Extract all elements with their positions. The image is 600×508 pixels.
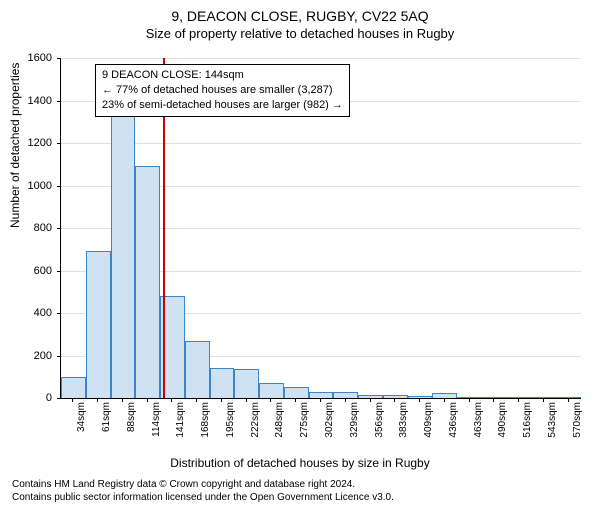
- xtick-label: 114sqm: [151, 402, 162, 437]
- xtick-label: 570sqm: [572, 402, 583, 438]
- xtick-label: 34sqm: [76, 402, 87, 432]
- histogram-bar: [234, 369, 259, 398]
- ytick-mark: [57, 271, 61, 272]
- ytick-label: 1600: [12, 52, 52, 64]
- xtick-mark: [419, 398, 420, 402]
- ytick-label: 800: [12, 222, 52, 234]
- xtick-mark: [345, 398, 346, 402]
- chart-area: 9 DEACON CLOSE: 144sqm← 77% of detached …: [60, 58, 580, 398]
- xtick-label: 61sqm: [101, 402, 112, 432]
- xtick-mark: [246, 398, 247, 402]
- xtick-label: 436sqm: [448, 402, 459, 438]
- footer-line-1: Contains HM Land Registry data © Crown c…: [12, 478, 394, 491]
- page-title: 9, DEACON CLOSE, RUGBY, CV22 5AQ: [0, 8, 600, 24]
- histogram-bar: [358, 395, 383, 398]
- histogram-bar: [284, 387, 309, 398]
- histogram-bar: [333, 392, 358, 398]
- xtick-mark: [370, 398, 371, 402]
- xtick-mark: [270, 398, 271, 402]
- xtick-mark: [196, 398, 197, 402]
- xtick-label: 275sqm: [299, 402, 310, 438]
- xtick-label: 88sqm: [126, 402, 137, 432]
- histogram-bar: [185, 341, 210, 398]
- histogram-bar: [135, 166, 160, 398]
- ytick-label: 400: [12, 307, 52, 319]
- xtick-mark: [147, 398, 148, 402]
- ytick-mark: [57, 58, 61, 59]
- xtick-label: 383sqm: [398, 402, 409, 438]
- xtick-label: 329sqm: [349, 402, 360, 438]
- xtick-mark: [320, 398, 321, 402]
- xtick-label: 543sqm: [547, 402, 558, 438]
- xtick-label: 463sqm: [473, 402, 484, 438]
- ytick-mark: [57, 313, 61, 314]
- footer-attribution: Contains HM Land Registry data © Crown c…: [12, 478, 394, 504]
- xtick-mark: [97, 398, 98, 402]
- histogram-bar: [111, 101, 136, 399]
- histogram-bar: [432, 393, 457, 398]
- xtick-mark: [568, 398, 569, 402]
- histogram-bar: [61, 377, 86, 398]
- xtick-mark: [493, 398, 494, 402]
- histogram-bar: [457, 397, 482, 398]
- xtick-mark: [394, 398, 395, 402]
- xtick-mark: [171, 398, 172, 402]
- info-box-line: 9 DEACON CLOSE: 144sqm: [102, 68, 343, 83]
- ytick-mark: [57, 356, 61, 357]
- ytick-label: 1400: [12, 95, 52, 107]
- xtick-mark: [221, 398, 222, 402]
- xtick-label: 490sqm: [497, 402, 508, 438]
- plot-region: 9 DEACON CLOSE: 144sqm← 77% of detached …: [60, 58, 581, 399]
- xtick-mark: [122, 398, 123, 402]
- histogram-bar: [556, 397, 581, 398]
- ytick-mark: [57, 143, 61, 144]
- ytick-label: 1000: [12, 180, 52, 192]
- info-box: 9 DEACON CLOSE: 144sqm← 77% of detached …: [95, 64, 350, 117]
- ytick-mark: [57, 101, 61, 102]
- ytick-label: 600: [12, 265, 52, 277]
- ytick-mark: [57, 228, 61, 229]
- chart-subtitle: Size of property relative to detached ho…: [0, 26, 600, 41]
- footer-line-2: Contains public sector information licen…: [12, 491, 394, 504]
- xtick-label: 195sqm: [225, 402, 236, 438]
- histogram-bar: [531, 397, 556, 398]
- xtick-mark: [444, 398, 445, 402]
- xtick-mark: [295, 398, 296, 402]
- xtick-label: 516sqm: [522, 402, 533, 438]
- xtick-mark: [543, 398, 544, 402]
- xtick-label: 168sqm: [200, 402, 211, 438]
- ytick-label: 1200: [12, 137, 52, 149]
- histogram-bar: [259, 383, 284, 398]
- xtick-label: 302sqm: [324, 402, 335, 438]
- ytick-mark: [57, 398, 61, 399]
- xtick-label: 409sqm: [423, 402, 434, 438]
- xtick-mark: [518, 398, 519, 402]
- histogram-bar: [210, 368, 235, 398]
- ytick-label: 0: [12, 392, 52, 404]
- xtick-label: 222sqm: [250, 402, 261, 438]
- gridline: [61, 58, 581, 59]
- ytick-mark: [57, 186, 61, 187]
- x-axis-label: Distribution of detached houses by size …: [0, 456, 600, 470]
- xtick-label: 356sqm: [374, 402, 385, 438]
- gridline: [61, 143, 581, 144]
- xtick-mark: [469, 398, 470, 402]
- histogram-bar: [86, 251, 111, 398]
- info-box-line: ← 77% of detached houses are smaller (3,…: [102, 83, 343, 98]
- ytick-label: 200: [12, 350, 52, 362]
- info-box-line: 23% of semi-detached houses are larger (…: [102, 98, 343, 113]
- xtick-label: 141sqm: [175, 402, 186, 438]
- xtick-mark: [72, 398, 73, 402]
- xtick-label: 248sqm: [274, 402, 285, 438]
